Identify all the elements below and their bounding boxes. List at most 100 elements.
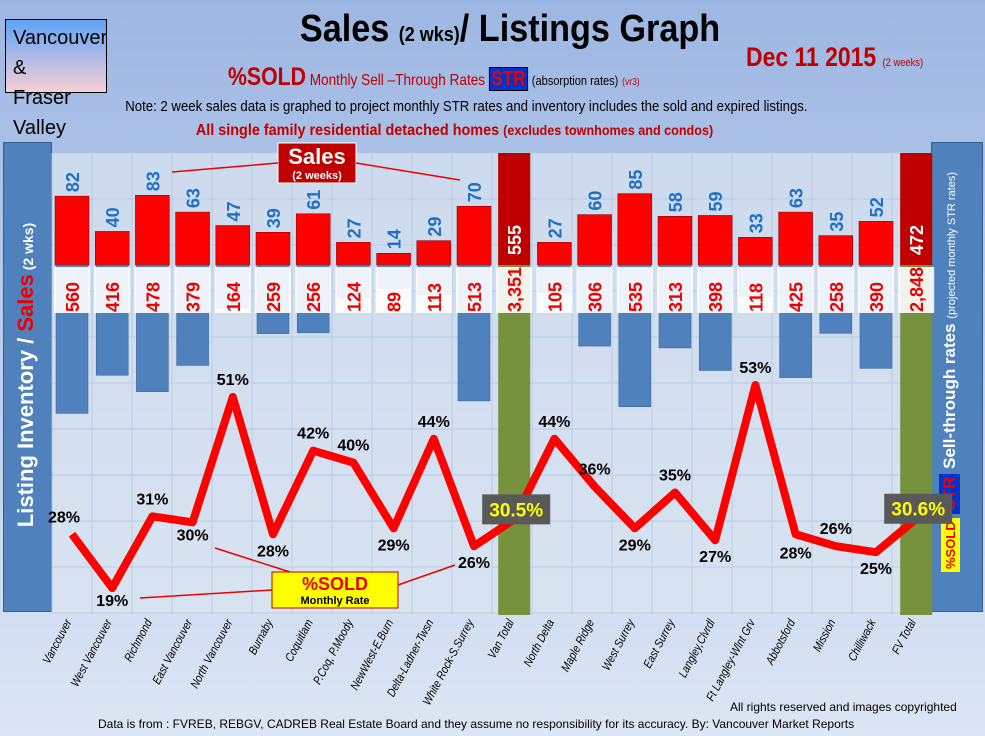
category-label: North Vancouver bbox=[189, 616, 237, 690]
category-label: East Vancouver bbox=[150, 616, 196, 686]
title-main: Sales bbox=[299, 8, 390, 50]
arrow bbox=[171, 162, 279, 173]
sales-bar bbox=[135, 195, 170, 266]
listing-label-bg bbox=[94, 267, 131, 313]
str-value: 44% bbox=[418, 414, 450, 431]
listing-label-bg bbox=[898, 267, 935, 313]
listing-label-bg bbox=[375, 267, 412, 313]
listing-label-bg bbox=[134, 267, 171, 313]
listings-value: 256 bbox=[304, 282, 324, 312]
sales-value: 61 bbox=[304, 190, 324, 210]
sold-callout-text: %SOLD bbox=[302, 574, 368, 594]
source-text: Data is from : FVREB, REBGV, CADREB Real… bbox=[98, 717, 855, 731]
sales-value: 70 bbox=[465, 182, 485, 202]
sales-value: 85 bbox=[626, 170, 646, 190]
listing-label-bg bbox=[456, 267, 492, 313]
version: (vr3) bbox=[622, 77, 640, 88]
listing-label-bg bbox=[697, 267, 734, 313]
date-text: Dec 11 2015 bbox=[746, 42, 877, 72]
str-value: 53% bbox=[739, 360, 771, 377]
listing-label-bg bbox=[255, 267, 291, 313]
listings-value: 89 bbox=[385, 292, 405, 312]
region-line: Fraser Valley bbox=[13, 87, 71, 139]
category-label: Coquitlam bbox=[283, 617, 316, 664]
date: Dec 11 2015 (2 weeks) bbox=[746, 42, 923, 73]
category-label: Maple Ridge bbox=[559, 617, 597, 674]
str-line bbox=[68, 381, 919, 592]
listings-value: 478 bbox=[143, 282, 163, 312]
rights-text: All rights reserved and images copyright… bbox=[730, 700, 957, 714]
arrow bbox=[139, 589, 273, 599]
sales-value: 63 bbox=[787, 188, 807, 208]
sales-bar bbox=[295, 213, 331, 266]
listing-label-bg bbox=[214, 267, 251, 313]
category-label: Langley,Clvrdl bbox=[677, 617, 719, 680]
sales-bar bbox=[94, 231, 130, 266]
category-label: FV Total bbox=[890, 617, 919, 657]
single-small: (excludes townhomes and condos) bbox=[503, 122, 714, 138]
total-sales-bar bbox=[900, 153, 933, 265]
category-label: Chilliwack bbox=[846, 616, 879, 663]
sales-value: 82 bbox=[63, 172, 83, 192]
total-str-box bbox=[482, 494, 551, 525]
sales-bar bbox=[738, 237, 773, 266]
str-value: 42% bbox=[297, 426, 329, 443]
category-label: West Vancouver bbox=[69, 616, 116, 689]
listing-label-bg bbox=[496, 267, 533, 313]
listings-value: 560 bbox=[63, 282, 83, 312]
str-value: 44% bbox=[538, 414, 570, 431]
listing-label-bg bbox=[576, 267, 613, 313]
sales-bar bbox=[657, 216, 693, 266]
listings-value: 535 bbox=[626, 282, 646, 312]
absorption: (absorption rates) bbox=[531, 73, 619, 88]
title-small: (2 wks) bbox=[398, 24, 460, 46]
listings-value: 113 bbox=[425, 283, 445, 312]
region-box: Vancouver & Fraser Valley bbox=[5, 19, 107, 139]
category-label: North Delta bbox=[522, 617, 558, 669]
str-value: 29% bbox=[619, 537, 651, 554]
listing-label-bg bbox=[777, 267, 814, 313]
sales-bar bbox=[778, 211, 813, 266]
sales-bar bbox=[858, 221, 894, 266]
listing-label-bg bbox=[817, 267, 854, 313]
sales-value: 58 bbox=[666, 192, 686, 212]
listings-value: 379 bbox=[184, 282, 204, 312]
listings-value: 390 bbox=[867, 282, 887, 312]
listings-value: 398 bbox=[706, 282, 726, 312]
sales-bar bbox=[255, 231, 291, 266]
title-rest: / Listings Graph bbox=[459, 8, 721, 50]
str-value: 30% bbox=[177, 527, 209, 544]
str-value: 28% bbox=[257, 543, 289, 560]
str-desc: Monthly Sell –Through Rates bbox=[309, 72, 486, 89]
sales-bar bbox=[697, 215, 733, 266]
sales-value: 47 bbox=[224, 201, 244, 221]
str-value: 51% bbox=[217, 372, 249, 389]
listings-value: 306 bbox=[586, 282, 606, 312]
listing-label-bg bbox=[616, 267, 653, 313]
listings-value: 124 bbox=[344, 282, 364, 312]
listings-value: 259 bbox=[264, 282, 284, 312]
sales-value: 59 bbox=[706, 191, 726, 211]
listings-value: 513 bbox=[465, 282, 485, 312]
category-label: NewWest-E.Burn bbox=[348, 617, 396, 692]
note: Note: 2 week sales data is graphed to pr… bbox=[125, 98, 808, 115]
arrow bbox=[397, 564, 456, 586]
listings-value: 164 bbox=[224, 282, 244, 312]
sales-value: 40 bbox=[103, 207, 123, 227]
date-note: (2 weeks) bbox=[882, 57, 924, 69]
sales-value: 35 bbox=[827, 212, 847, 232]
arrow bbox=[355, 162, 461, 181]
listing-label-bg bbox=[54, 267, 90, 313]
sold-label: %SOLD bbox=[228, 63, 306, 91]
listings-value: 416 bbox=[103, 282, 123, 312]
page-title: Sales (2 wks)/ Listings Graph bbox=[51, 8, 969, 51]
single-text: All single family residential detached h… bbox=[195, 122, 500, 139]
sales-callout-text: Sales bbox=[288, 144, 346, 169]
sold-callout-sub: Monthly Rate bbox=[300, 595, 369, 607]
str-value: 27% bbox=[699, 549, 731, 566]
sales-bar bbox=[456, 205, 492, 266]
listing-label-bg bbox=[657, 267, 693, 313]
str-value: 29% bbox=[378, 537, 410, 554]
sales-value: 39 bbox=[264, 208, 284, 228]
subtitle: %SOLD Monthly Sell –Through Rates STR (a… bbox=[228, 63, 640, 92]
